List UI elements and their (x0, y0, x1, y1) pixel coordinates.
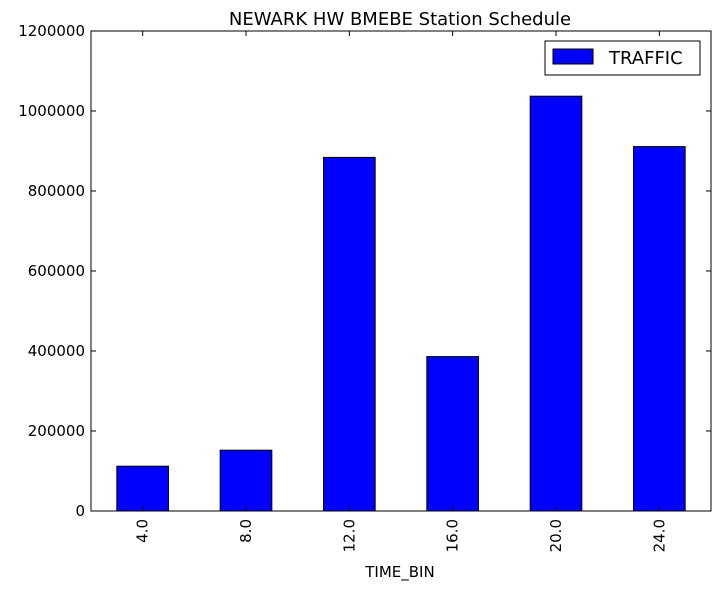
x-axis-label: TIME_BIN (364, 563, 434, 582)
x-tick-label: 12.0 (340, 519, 358, 552)
chart-title: NEWARK HW BMEBE Station Schedule (229, 9, 571, 30)
x-tick-label: 8.0 (237, 519, 255, 543)
bar-16.0 (426, 356, 480, 512)
x-tick-label: 20.0 (547, 519, 565, 552)
bar-4.0 (116, 465, 170, 512)
bar-20.0 (529, 95, 583, 512)
y-tick-label: 400000 (28, 342, 85, 360)
bar-8.0 (219, 449, 273, 512)
y-tick-label: 0 (75, 502, 85, 520)
plot-frame (90, 30, 712, 512)
legend: TRAFFIC (544, 40, 701, 76)
bar-24.0 (633, 146, 686, 512)
y-tick-label: 1200000 (18, 22, 85, 40)
x-tick-label: 4.0 (134, 519, 152, 543)
x-tick-label: 16.0 (444, 519, 462, 552)
x-axis: 4.0 8.0 12.0 16.0 20.0 24.0 (134, 31, 668, 552)
y-axis: 0 200000 400000 600000 800000 1000000 1200000 (18, 22, 711, 520)
x-tick-label: 24.0 (650, 519, 668, 552)
legend-swatch (552, 48, 594, 65)
bar-12.0 (323, 156, 376, 512)
y-tick-label: 1000000 (18, 102, 85, 120)
y-tick-label: 600000 (28, 262, 85, 280)
bars-group (116, 95, 686, 512)
legend-label: TRAFFIC (608, 48, 683, 69)
y-tick-label: 200000 (28, 422, 85, 440)
y-tick-label: 800000 (28, 182, 85, 200)
